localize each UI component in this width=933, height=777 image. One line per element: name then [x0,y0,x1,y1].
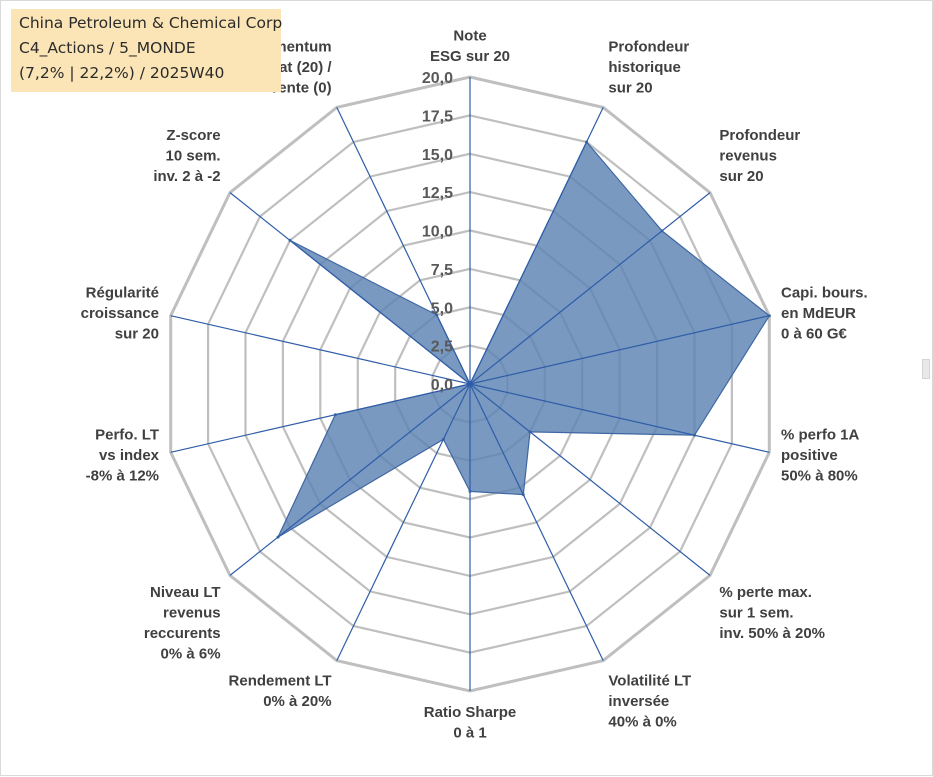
tick-labels: 0,0 2,5 5,0 7,5 10,0 12,5 15,0 17,5 20,0 [422,70,453,394]
axis-label-line: 40% à 0% [608,713,676,730]
axis-label-line: positive [781,447,838,464]
axis-label-12: Régularité croissance sur 20 [81,285,159,343]
axis-label-7: Volatilité LT inversée 40% à 0% [608,672,691,730]
tick-label-3: 7,5 [431,262,453,279]
axis-label-line: Niveau LT [150,584,221,601]
axis-spoke-2 [469,107,604,385]
tick-label-4: 10,0 [422,224,453,241]
axis-label-line: Régularité [86,285,159,302]
performance-stats: (7,2% | 22,2%) / 2025W40 [19,64,225,82]
axis-label-line: Profondeur [608,39,689,56]
axis-label-line: Ratio Sharpe [424,704,517,721]
tick-label-6: 15,0 [422,147,453,164]
axis-label-line: sur 20 [115,326,159,343]
tick-label-8: 20,0 [422,70,453,87]
tick-label-1: 2,5 [431,339,453,356]
axis-label-line: Rendement LT [229,672,332,689]
axis-label-11: Perfo. LT vs index -8% à 12% [86,427,160,485]
axis-label-line: 50% à 80% [781,468,858,485]
axis-label-line: reccurents [144,625,221,642]
axis-label-5: % perfo 1A positive 50% à 80% [781,427,860,485]
axis-label-line: Capi. bours. [781,285,868,302]
portfolio-name: C4_Actions / 5_MONDE [19,39,196,57]
axis-label-8: Ratio Sharpe 0 à 1 [424,704,517,742]
axis-label-line: 0% à 20% [263,693,331,710]
tick-label-5: 12,5 [422,185,453,202]
axis-spoke-12 [170,315,471,385]
axis-label-line: revenus [163,604,221,621]
tick-label-2: 5,0 [431,300,453,317]
axis-spoke-3 [469,192,711,385]
axis-label-line: Profondeur [719,127,800,144]
axis-label-line: Volatilité LT [608,672,691,689]
axis-label-2: Profondeur historique sur 20 [608,39,689,97]
axis-label-line: inversée [608,693,669,710]
axis-label-line: % perfo 1A [781,427,860,444]
axis-labels: Note ESG sur 20 Profondeur historique sur 20… [81,28,868,742]
axis-label-9: Rendement LT 0% à 20% [229,672,332,710]
axis-label-line: Note [453,28,486,45]
axis-spoke-13 [229,192,471,385]
axis-label-line: sur 20 [719,168,763,185]
axis-spoke-7 [469,383,604,661]
axis-label-10: Niveau LT revenus reccurents 0% à 6% [144,584,221,663]
axis-label-line: vs index [99,447,160,464]
axis-label-3: Profondeur revenus sur 20 [719,127,800,185]
axis-spoke-5 [469,383,770,453]
tick-label-0: 0,0 [431,377,453,394]
axis-label-line: Z-score [166,127,220,144]
axis-spoke-4 [469,315,770,385]
axis-label-line: sur 1 sem. [719,604,793,621]
company-name: China Petroleum & Chemical Corp [19,14,283,32]
axis-label-line: % perte max. [719,584,812,601]
axis-label-line: en MdEUR [781,305,856,322]
axis-spokes [170,77,770,691]
axis-label-line: croissance [81,305,159,322]
scroll-handle[interactable] [922,359,930,379]
axis-label-13: Z-score 10 sem. inv. 2 à -2 [153,127,220,185]
chart-info-box: China Petroleum & Chemical Corp C4_Actio… [11,9,283,92]
axis-label-line: 10 sem. [166,148,221,165]
axis-label-line: -8% à 12% [86,468,159,485]
axis-label-1: Note ESG sur 20 [430,28,510,66]
axis-label-line: sur 20 [608,80,652,97]
axis-label-line: Perfo. LT [95,427,159,444]
axis-label-line: Vente (0) [269,80,332,97]
axis-label-line: historique [608,59,681,76]
axis-spoke-10 [229,383,471,576]
axis-spoke-9 [336,383,471,661]
axis-label-line: 0 à 1 [453,725,486,742]
axis-label-line: revenus [719,148,777,165]
axis-spoke-6 [469,383,711,576]
axis-label-6: % perte max. sur 1 sem. inv. 50% à 20% [719,584,825,642]
axis-label-line: inv. 50% à 20% [719,625,825,642]
axis-label-4: Capi. bours. en MdEUR 0 à 60 G€ [781,285,868,343]
axis-spoke-14 [336,107,471,385]
axis-spoke-11 [170,383,471,453]
axis-label-line: 0 à 60 G€ [781,326,848,343]
axis-label-line: 0% à 6% [161,645,221,662]
axis-label-line: ESG sur 20 [430,48,510,65]
tick-label-7: 17,5 [422,108,453,125]
axis-label-line: inv. 2 à -2 [153,168,220,185]
